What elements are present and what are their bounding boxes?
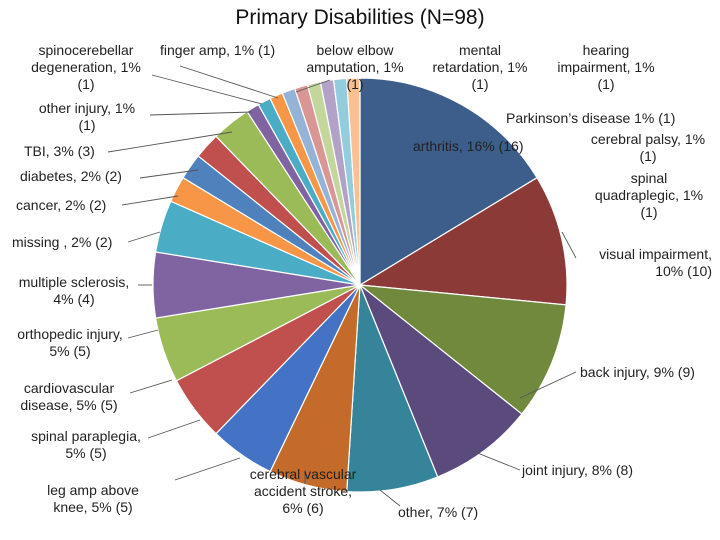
- leader-spino: [151, 74, 263, 105]
- pie-slice-23: [346, 77, 361, 286]
- label-cerebral-palsy: cerebral palsy, 1% (1): [590, 131, 706, 164]
- label-visual-impairment: visual impairment, 10% (10): [599, 246, 712, 279]
- leader-diabetes: [139, 169, 199, 179]
- pie-slice-3: [358, 283, 523, 478]
- leader-cardio: [129, 379, 173, 394]
- label-hearing-impairment: hearing impairment, 1% (1): [557, 42, 655, 92]
- leader-otherinj: [149, 111, 253, 116]
- leader-finger: [179, 65, 279, 99]
- label-other: other, 7% (7): [398, 504, 479, 520]
- label-spinal-paraplegia: spinal paraplegia, 5% (5): [31, 428, 141, 461]
- label-diabetes: diabetes, 2% (2): [20, 168, 122, 184]
- label-spinal-quadraplegic: spinal quadraplegic, 1% (1): [594, 170, 704, 220]
- label-below-elbow: below elbow amputation, 1% (1): [306, 42, 404, 92]
- label-other-injury: other injury, 1% (1): [38, 100, 136, 133]
- label-cancer: cancer, 2% (2): [16, 197, 107, 213]
- leader-leg: [174, 457, 241, 481]
- leader-tbi: [107, 131, 233, 153]
- label-mental-retardation: mental retardation, 1% (1): [432, 42, 528, 92]
- label-spinocerebellar: spinocerebellar degeneration, 1% (1): [31, 42, 141, 92]
- label-leg-amp: leg amp above knee, 5% (5): [47, 482, 139, 515]
- label-arthritis: arthritis, 16% (16): [413, 138, 524, 154]
- label-tbi: TBI, 3% (3): [24, 143, 95, 159]
- label-parkinsons: Parkinson’s disease 1% (1): [506, 110, 676, 126]
- leader-other: [379, 489, 401, 507]
- chart-title: Primary Disabilities (N=98): [235, 6, 485, 29]
- pie-slice-1: [358, 176, 568, 306]
- label-back-injury: back injury, 9% (9): [580, 364, 695, 380]
- leader-elbow: [295, 79, 331, 93]
- pie-slice-2: [358, 284, 567, 415]
- leader-missing: [127, 231, 161, 243]
- label-missing: missing , 2% (2): [12, 234, 113, 250]
- label-cardiovascular: cardiovascular disease, 5% (5): [20, 380, 118, 413]
- leader-visual: [561, 231, 577, 259]
- leader-cancer: [121, 195, 179, 206]
- pie-slice-0: [359, 77, 538, 287]
- label-orthopedic: orthopedic injury, 5% (5): [17, 326, 123, 359]
- leader-back: [519, 371, 577, 399]
- label-multiple-sclerosis: multiple sclerosis, 4% (4): [18, 274, 130, 307]
- label-cerebral-vascular: cerebral vascular accident stroke, 6% (6): [249, 466, 357, 516]
- leader-ortho: [127, 329, 159, 339]
- leader-joint: [469, 449, 521, 471]
- label-joint-injury: joint injury, 8% (8): [522, 462, 634, 478]
- leader-para: [147, 419, 201, 439]
- label-finger-amp: finger amp, 1% (1): [160, 42, 276, 58]
